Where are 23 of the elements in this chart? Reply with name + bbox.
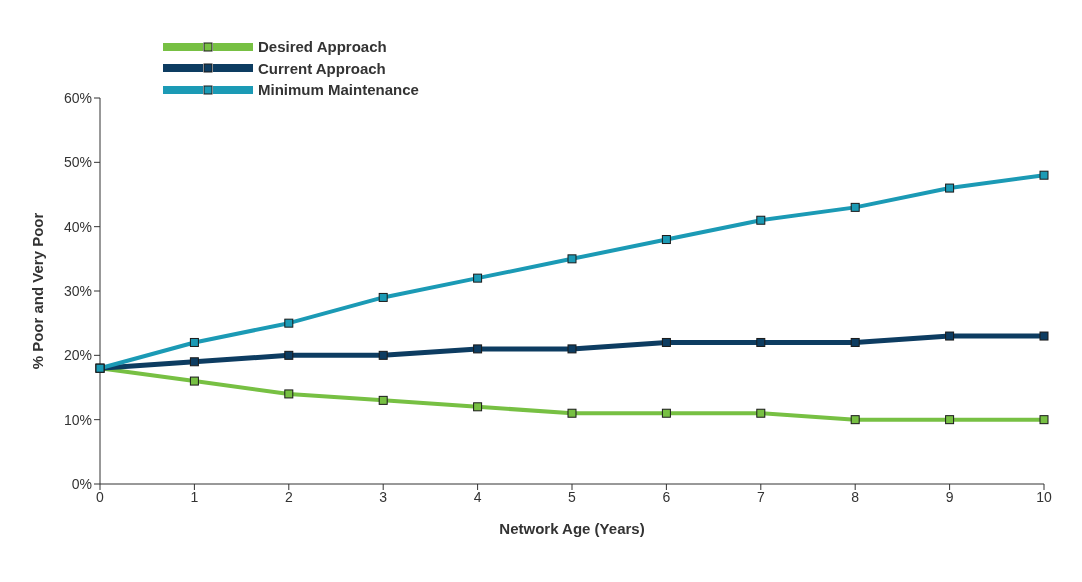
x-tick-label: 1 <box>190 488 199 505</box>
legend-label: Desired Approach <box>258 37 387 57</box>
x-tick-label: 9 <box>945 488 954 505</box>
y-tick-label: 40% <box>63 218 92 235</box>
x-tick-label: 0 <box>96 488 105 505</box>
x-tick-label: 7 <box>756 488 765 505</box>
y-tick-label: 30% <box>63 282 92 299</box>
legend-label: Current Approach <box>258 58 386 79</box>
y-tick-label: 10% <box>63 411 92 428</box>
y-tick-label: 20% <box>63 347 92 364</box>
y-tick-label: 60% <box>63 89 92 106</box>
x-tick-label: 10 <box>1036 488 1052 505</box>
x-tick-label: 5 <box>568 488 577 505</box>
y-axis-title: % Poor and Very Poor <box>29 212 47 370</box>
x-tick-label: 8 <box>851 488 860 505</box>
x-tick-label: 2 <box>284 488 293 505</box>
x-tick-label: 3 <box>379 488 388 505</box>
x-tick-label: 6 <box>662 488 671 505</box>
y-tick-label: 50% <box>63 154 92 171</box>
x-axis-title: Network Age (Years) <box>499 520 645 537</box>
legend-label: Minimum Maintenance <box>258 80 419 100</box>
y-tick-label: 0% <box>71 475 92 492</box>
x-tick-label: 4 <box>473 488 482 505</box>
